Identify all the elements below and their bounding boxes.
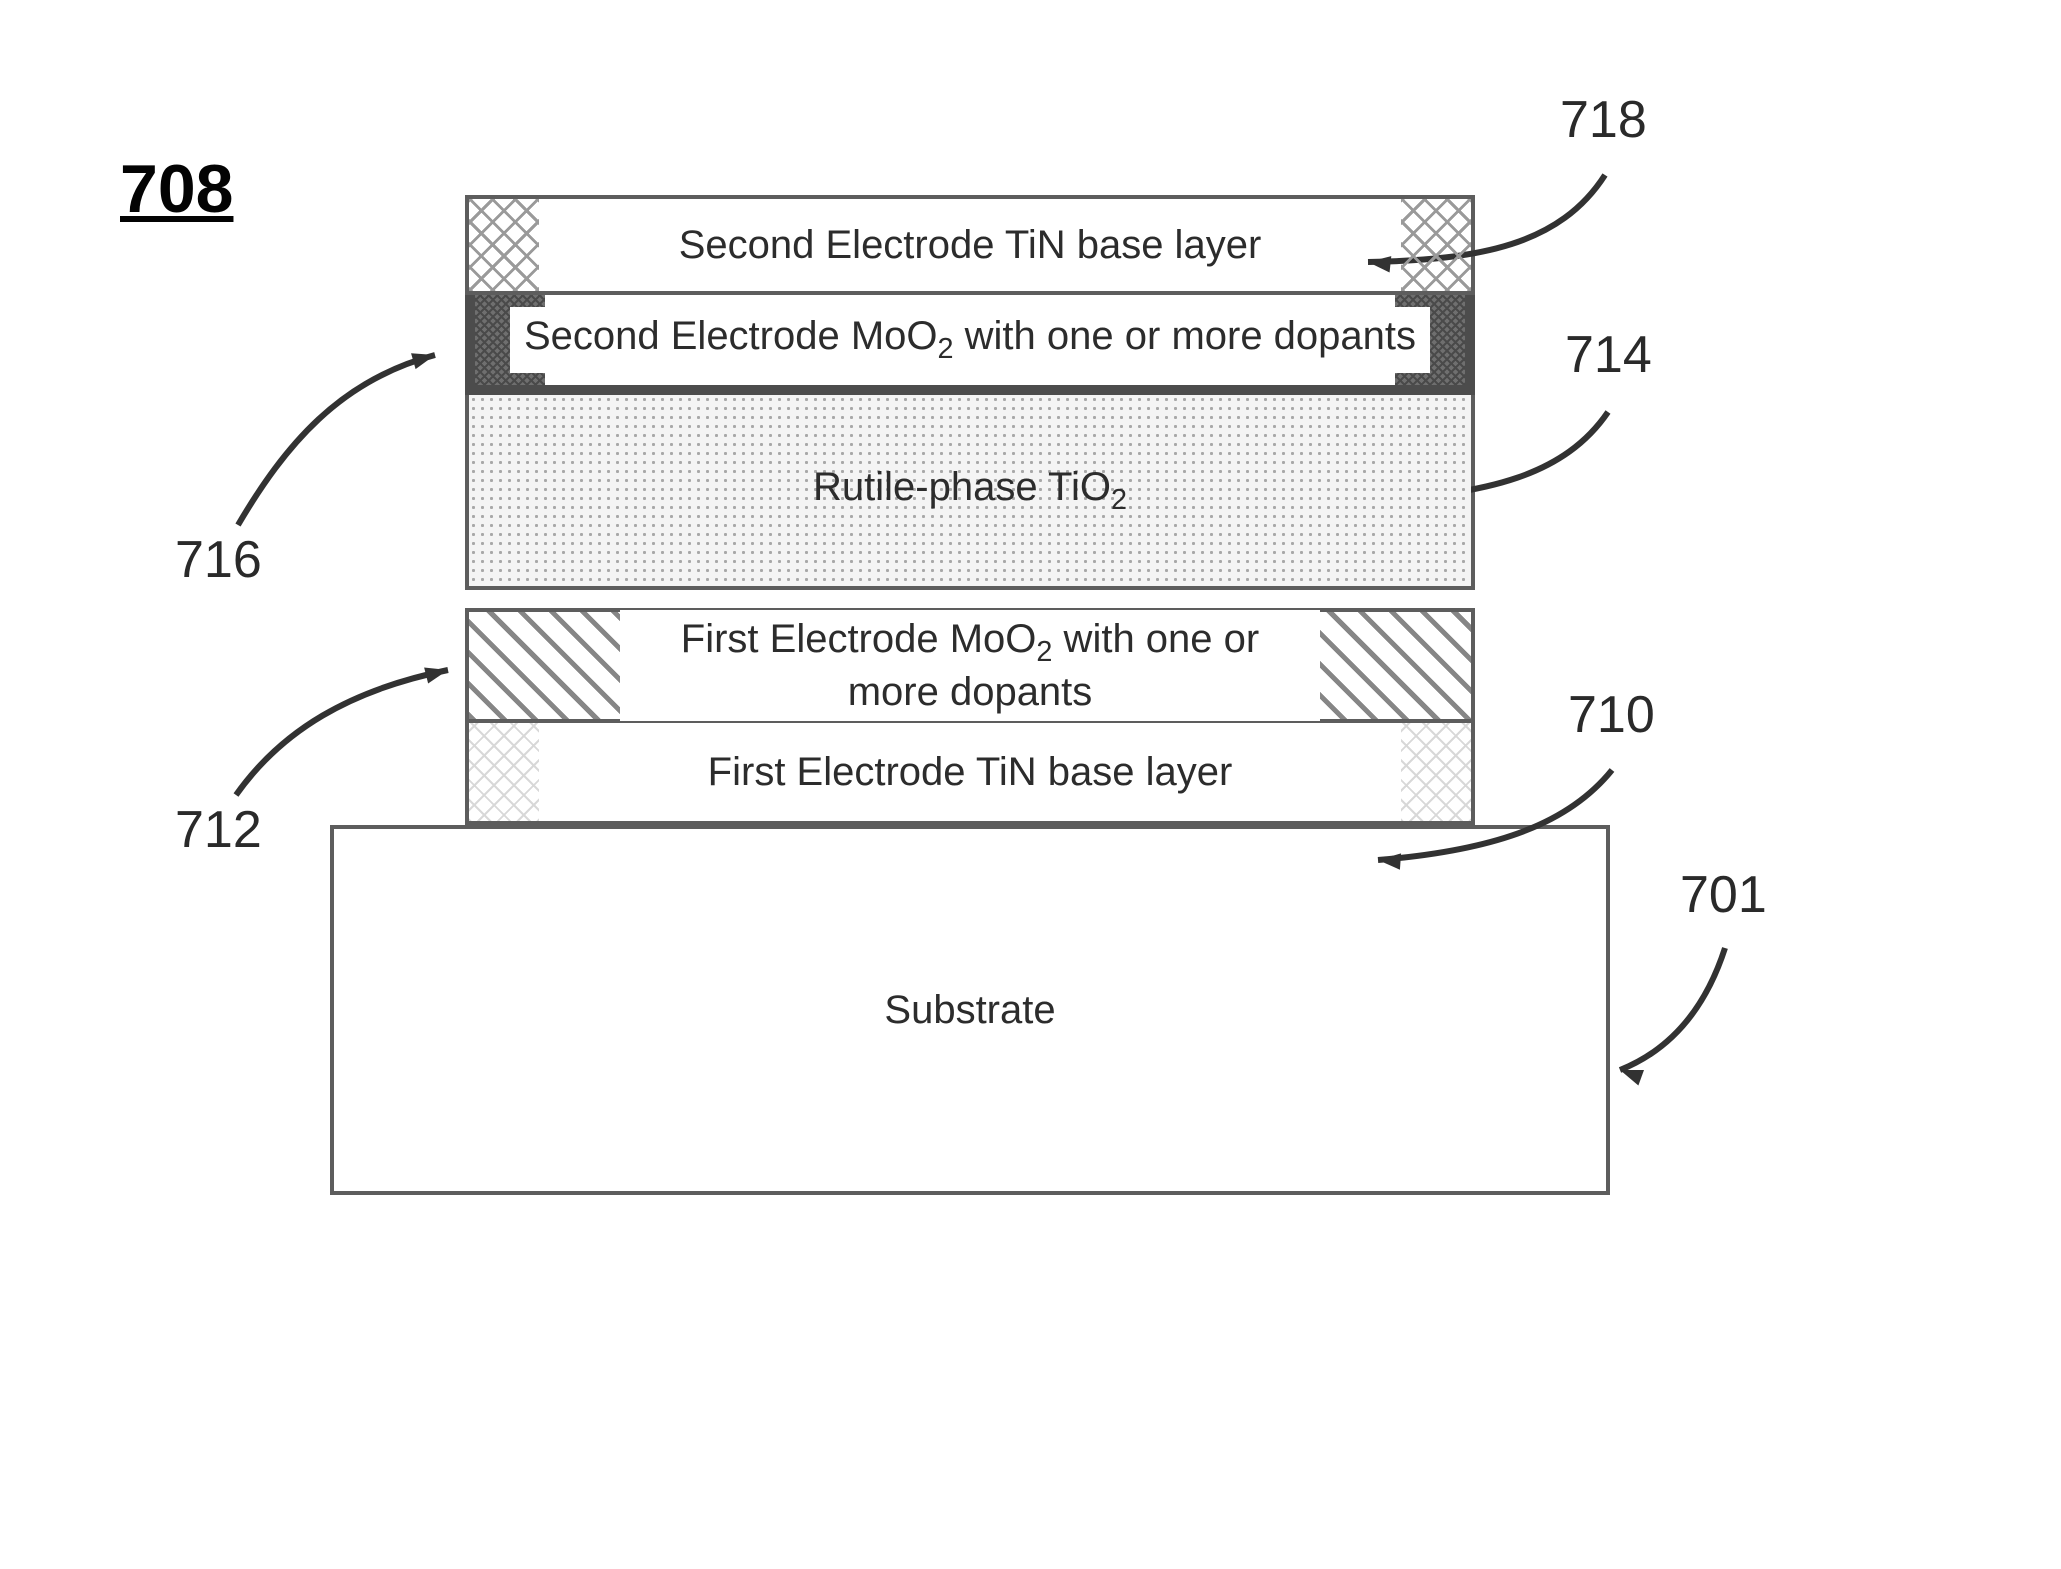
- layer-701: Substrate: [330, 825, 1610, 1195]
- callout-label-714: 714: [1565, 325, 1652, 385]
- layer-stack: Second Electrode TiN base layer Second El…: [330, 195, 1610, 1195]
- stack-gap: [330, 590, 1610, 608]
- callout-label-712: 712: [175, 800, 262, 860]
- figure-number: 708: [120, 150, 233, 228]
- layer-text-712: First Electrode MoO2 with one or more do…: [620, 610, 1320, 721]
- layer-text-714: Rutile-phase TiO2: [799, 458, 1141, 523]
- layer-text-718: Second Electrode TiN base layer: [665, 216, 1276, 274]
- callout-label-718: 718: [1560, 90, 1647, 150]
- callout-label-701: 701: [1680, 865, 1767, 925]
- layer-714: Rutile-phase TiO2: [465, 395, 1475, 590]
- layer-text-701: Substrate: [870, 981, 1069, 1039]
- callout-arrow-701: [1620, 948, 1725, 1070]
- layer-710: First Electrode TiN base layer: [465, 723, 1475, 825]
- layer-712: First Electrode MoO2 with one or more do…: [465, 608, 1475, 723]
- layer-text-716: Second Electrode MoO2 with one or more d…: [510, 307, 1430, 372]
- callout-label-710: 710: [1568, 685, 1655, 745]
- layer-text-710: First Electrode TiN base layer: [694, 743, 1247, 801]
- callout-label-716: 716: [175, 530, 262, 590]
- layer-716: Second Electrode MoO2 with one or more d…: [465, 295, 1475, 395]
- layer-718: Second Electrode TiN base layer: [465, 195, 1475, 295]
